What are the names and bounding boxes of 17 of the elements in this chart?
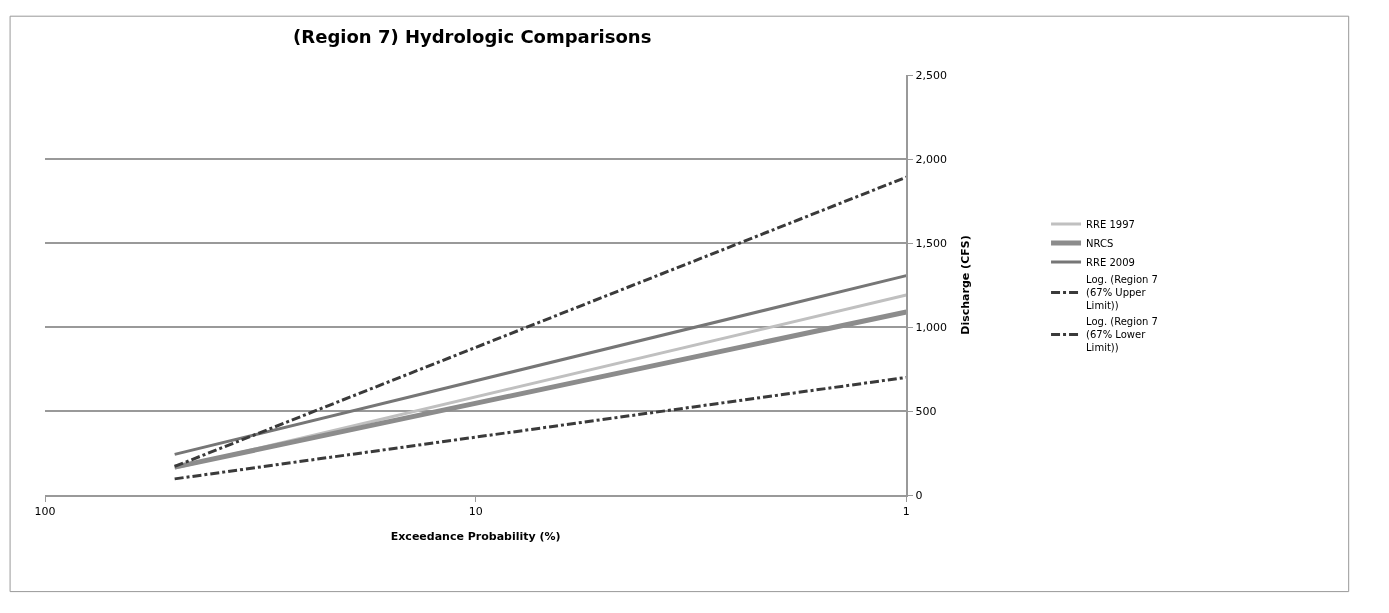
legend-label: RRE 1997 [1086,218,1135,230]
legend-label: Log. (Region 7 (67% Lower Limit)) [1086,316,1158,354]
y-tick-label: 2,500 [915,68,948,82]
legend-label: Log. (Region 7 (67% Upper Limit)) [1086,274,1158,312]
x-tick-label: 1 [902,505,910,519]
x-tick-label: 100 [34,505,56,519]
x-axis-title: Exceedance Probability (%) [390,529,561,543]
y-axis-title: Discharge (CFS) [958,235,972,335]
chart-title: (Region 7) Hydrologic Comparisons [293,26,652,48]
y-tick-label: 1,000 [915,320,948,334]
y-tick-label: 2,000 [915,152,948,166]
y-tick-label: 500 [915,404,937,418]
x-tick-label: 10 [468,505,483,519]
y-tick-label: 1,500 [915,236,948,250]
legend-label: NRCS [1086,237,1114,249]
y-tick-label: 0 [915,488,923,502]
legend-label: RRE 2009 [1086,256,1135,268]
